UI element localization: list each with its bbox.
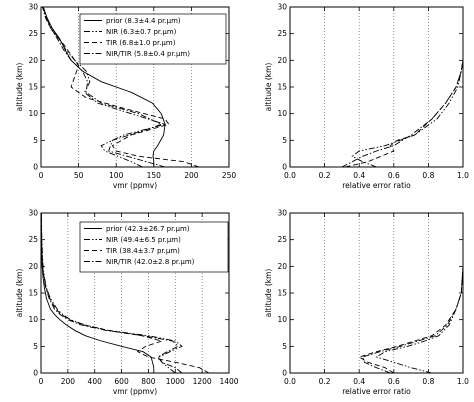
x-tick-label: 600: [114, 377, 129, 386]
y-tick-label: 20: [28, 262, 38, 271]
legend-label: TIR (6.8±1.0 pr.μm): [105, 39, 176, 47]
x-tick-label: 0.6: [388, 171, 400, 180]
legend-box: [79, 221, 229, 273]
x-tick-label: 0.2: [319, 171, 331, 180]
y-tick-label: 0: [282, 369, 287, 378]
legend-box: [79, 13, 227, 65]
y-tick-label: 25: [277, 235, 287, 244]
x-tick-label: 50: [74, 171, 84, 180]
plot-frame: [40, 212, 230, 374]
x-tick-label: 100: [109, 171, 124, 180]
x-tick-label: 0.2: [319, 377, 331, 386]
y-axis-label: altitude (km): [264, 63, 273, 112]
x-tick-label: 0.6: [388, 377, 400, 386]
y-tick-label: 25: [28, 29, 38, 38]
x-axis-label: relative error ratio: [342, 181, 411, 190]
panel-3: 0 200 400 600 800 1000 1200 1400 0 5 10 15 20 25 30 vmr…: [15, 209, 239, 397]
legend-label: prior (8.3±4.4 pr.μm): [106, 17, 181, 25]
y-tick-label: 20: [277, 56, 287, 65]
y-tick-label: 0: [33, 369, 38, 378]
series-line-2: [41, 213, 183, 373]
y-tick-label: 30: [277, 3, 287, 12]
x-tick-label: 0.4: [353, 171, 365, 180]
y-tick-label: 25: [277, 29, 287, 38]
y-tick-label: 15: [277, 83, 287, 92]
y-tick-label: 20: [277, 262, 287, 271]
series-line-4: [41, 213, 183, 373]
plot-frame: [289, 6, 464, 168]
y-axis-label: altitude (km): [15, 63, 24, 112]
y-tick-label: 0: [282, 163, 287, 172]
x-tick-label: 200: [184, 171, 199, 180]
legend-label: NIR/TIR (5.8±0.4 pr.μm): [106, 50, 190, 58]
x-tick-label: 1.0: [457, 377, 469, 386]
plot-frame: [40, 6, 230, 168]
y-tick-label: 30: [277, 209, 287, 218]
series-line-1: [351, 7, 463, 167]
y-tick-label: 10: [277, 315, 287, 324]
x-tick-label: 0.4: [353, 377, 365, 386]
x-tick-label: 1.0: [457, 171, 469, 180]
y-tick-label: 5: [33, 342, 38, 351]
series-line-1: [42, 7, 166, 167]
y-tick-label: 5: [33, 136, 38, 145]
legend-label: TIR (38.4±3.7 pr.μm): [105, 247, 180, 255]
x-tick-label: 1400: [219, 377, 238, 386]
y-axis-label: altitude (km): [264, 269, 273, 318]
series-line-3: [362, 213, 463, 373]
series-line-2: [358, 213, 463, 373]
y-tick-label: 0: [33, 163, 38, 172]
x-tick-label: 0: [39, 377, 44, 386]
x-axis-label: vmr (ppmv): [113, 387, 157, 396]
x-tick-label: 0.8: [422, 377, 434, 386]
x-tick-label: 0.0: [284, 171, 296, 180]
x-tick-label: 0.0: [284, 377, 296, 386]
x-tick-label: 1200: [193, 377, 212, 386]
panel-1: 0 50 100 150 200 250 0 5 10 15 20 25 30 vmr (ppmv) alt…: [15, 3, 236, 191]
legend: prior (42.3±26.7 pr.μm) NIR (49.4±6.5 pr.…: [79, 221, 229, 273]
x-tick-label: 250: [222, 171, 237, 180]
y-tick-label: 30: [28, 3, 38, 12]
y-tick-label: 15: [277, 289, 287, 298]
legend-label: NIR (49.4±6.5 pr.μm): [106, 236, 181, 244]
panel-4: 0.0 0.2 0.4 0.6 0.8 1.0 0 5 10 15 20 25 30 relative e…: [264, 209, 469, 397]
y-tick-label: 5: [282, 136, 287, 145]
legend-label: NIR/TIR (42.0±2.8 pr.μm): [106, 258, 195, 266]
y-tick-label: 10: [28, 109, 38, 118]
y-tick-label: 10: [28, 315, 38, 324]
y-tick-label: 5: [282, 342, 287, 351]
legend-label: prior (42.3±26.7 pr.μm): [106, 225, 190, 233]
y-tick-label: 20: [28, 56, 38, 65]
y-tick-label: 15: [28, 289, 38, 298]
series-line-2: [42, 7, 167, 167]
y-tick-label: 15: [28, 83, 38, 92]
x-tick-label: 400: [88, 377, 103, 386]
series-line-4: [42, 7, 166, 167]
legend: prior (8.3±4.4 pr.μm) NIR (6.3±0.7 pr.μm)…: [79, 13, 227, 65]
x-tick-label: 800: [141, 377, 156, 386]
y-tick-label: 25: [28, 235, 38, 244]
panel-2: 0.0 0.2 0.4 0.6 0.8 1.0 0 5 10 15 20 25 30 relative e…: [264, 3, 469, 191]
x-axis-label: vmr (ppmv): [113, 181, 157, 190]
x-tick-label: 0: [39, 171, 44, 180]
series-line-3: [41, 213, 210, 373]
y-axis-label: altitude (km): [15, 269, 24, 318]
series-line-1: [375, 213, 463, 373]
x-tick-label: 1000: [166, 377, 185, 386]
y-tick-label: 10: [277, 109, 287, 118]
x-tick-label: 150: [147, 171, 162, 180]
y-tick-label: 30: [28, 209, 38, 218]
x-tick-label: 0.8: [422, 171, 434, 180]
series-line-3: [341, 7, 463, 167]
x-tick-label: 200: [61, 377, 76, 386]
series-line-3: [42, 7, 200, 167]
series-line-2: [345, 7, 463, 167]
x-axis-label: relative error ratio: [342, 387, 411, 396]
legend-label: NIR (6.3±0.7 pr.μm): [106, 28, 177, 36]
plot-frame: [289, 212, 464, 374]
series-line-1: [41, 213, 155, 373]
